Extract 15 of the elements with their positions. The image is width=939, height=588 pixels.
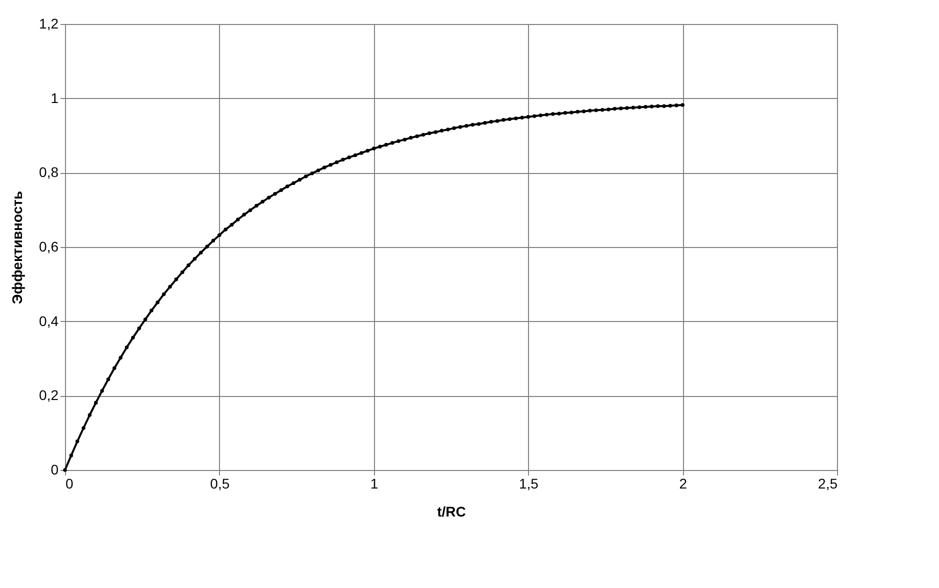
x-tick-label: 2,5 (818, 476, 838, 492)
y-axis-title: Эффективность (9, 190, 26, 304)
x-axis-title: t/RC (437, 504, 466, 520)
y-tick-label: 1 (50, 90, 59, 106)
x-tick-label: 0,5 (210, 476, 230, 492)
y-tick-label: 1,2 (39, 16, 59, 32)
y-tick-label: 0,2 (39, 387, 59, 404)
y-tick-label: 0,4 (39, 312, 59, 329)
y-tick-label: 0,6 (39, 238, 59, 254)
y-tick-label: 0 (50, 462, 59, 478)
y-tick-label: 0,8 (39, 164, 59, 180)
x-tick-label: 1,5 (518, 476, 539, 492)
x-tick-label: 0 (66, 476, 74, 492)
x-tick-label: 1 (370, 476, 378, 492)
x-tick-label: 2 (679, 476, 688, 492)
